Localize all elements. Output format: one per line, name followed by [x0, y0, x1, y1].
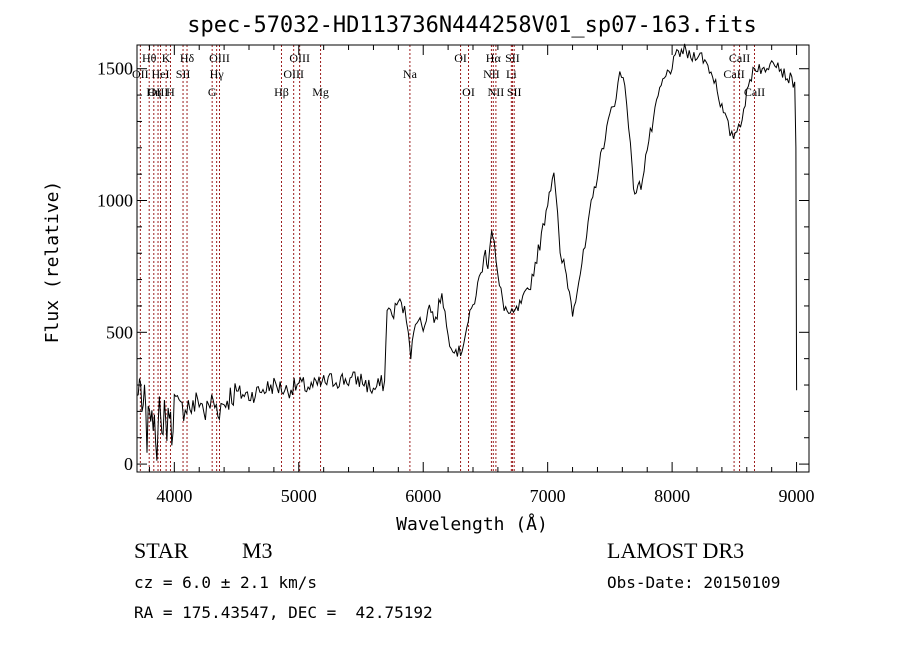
spectral-line-label: K — [162, 51, 171, 65]
chart-title: spec-57032-HD113736N444258V01_sp07-163.f… — [187, 13, 757, 38]
spectral-line-label: Hα — [486, 51, 502, 65]
x-tick-label: 6000 — [405, 486, 441, 506]
spectral-line-label: CaII — [744, 85, 765, 99]
y-axis-label: Flux (relative) — [42, 181, 63, 344]
y-tick-label: 1000 — [97, 191, 133, 211]
x-axis-label: Wavelength (Å) — [396, 513, 548, 535]
x-tick-label: 5000 — [281, 486, 317, 506]
y-axis-ticks: 0 500 1000 1500 — [97, 59, 809, 474]
survey-name: LAMOST DR3 — [607, 538, 745, 563]
spectral-line-label: HeI — [152, 67, 170, 81]
object-class: STAR — [134, 538, 189, 563]
spectral-line-label: OIII — [148, 85, 169, 99]
spectral-line-label: OIII — [209, 51, 230, 65]
spectral-line-label: Hθ — [142, 51, 157, 65]
spectral-line-label: G — [208, 85, 217, 99]
x-tick-label: 7000 — [530, 486, 566, 506]
spectral-line-label: NII — [488, 85, 505, 99]
spectral-line-label: Hγ — [210, 67, 225, 81]
spectral-line-label: OI — [462, 85, 475, 99]
spectral-line-label: Hδ — [180, 51, 195, 65]
x-axis-ticks: 4000 5000 6000 7000 8000 9000 — [148, 45, 815, 506]
redshift-cz: cz = 6.0 ± 2.1 km/s — [134, 573, 318, 592]
spectral-line-label: OIII — [289, 51, 310, 65]
spectral-line-label: NII — [483, 67, 500, 81]
spectral-line-label: Li — [506, 67, 517, 81]
object-subclass: M3 — [242, 538, 273, 563]
spectral-line-label: Hη — [146, 85, 161, 99]
observation-date: Obs-Date: 20150109 — [607, 573, 781, 592]
spectral-line-label: OII — [132, 67, 149, 81]
spectral-line-markers — [139, 45, 755, 472]
spectral-line-label: CaII — [723, 67, 744, 81]
spectral-line-label: Mg — [312, 85, 329, 99]
spectral-line-label: H — [166, 85, 175, 99]
y-tick-label: 500 — [106, 322, 133, 342]
spectral-line-label: OI — [454, 51, 467, 65]
spectral-line-label: CaII — [729, 51, 750, 65]
spectral-line-label: SII — [505, 51, 520, 65]
x-tick-label: 9000 — [779, 486, 815, 506]
ra-dec: RA = 175.43547, DEC = 42.75192 — [134, 603, 433, 622]
spectral-line-label: OIII — [283, 67, 304, 81]
y-tick-label: 1500 — [97, 59, 133, 79]
flux-series-line — [136, 43, 798, 461]
spectral-line-label: Na — [403, 67, 418, 81]
spectral-line-label: Hβ — [274, 85, 289, 99]
x-tick-label: 8000 — [654, 486, 690, 506]
plot-frame — [136, 44, 810, 473]
y-tick-label: 0 — [124, 454, 133, 474]
spectral-line-label: SII — [176, 67, 191, 81]
spectral-line-label: SII — [507, 85, 522, 99]
x-tick-label: 4000 — [156, 486, 192, 506]
